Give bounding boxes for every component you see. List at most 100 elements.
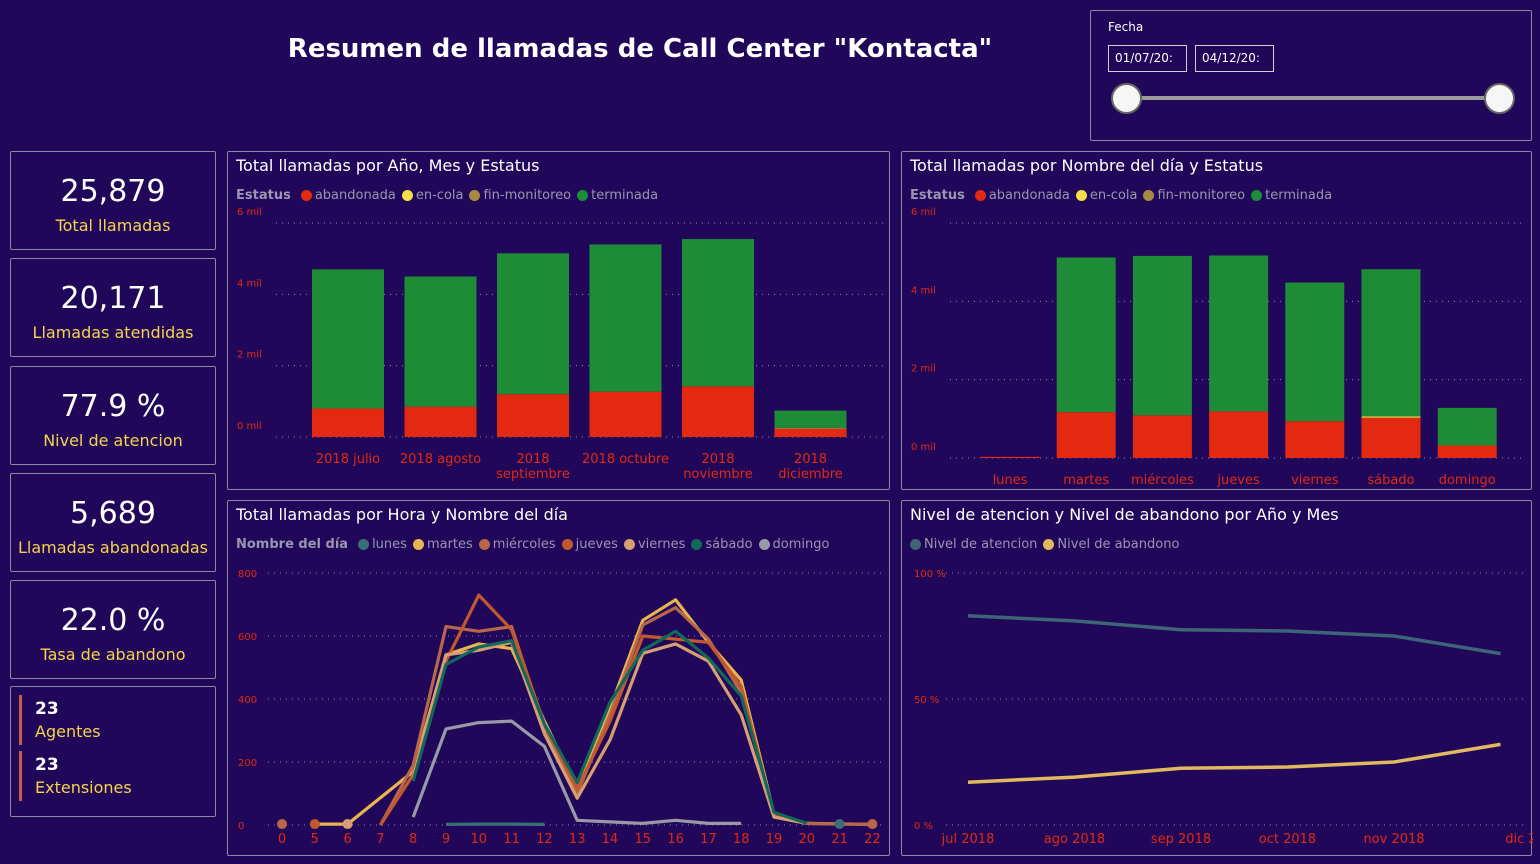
x-tick-label: lunes <box>993 473 1028 488</box>
kpi-answered-calls: 20,171 Llamadas atendidas <box>10 258 216 357</box>
x-tick-label: 2018 <box>516 452 549 467</box>
legend-label: sábado <box>705 537 753 552</box>
legend-item-domingo[interactable]: domingo <box>758 537 830 552</box>
chart-service-levels-plot: 100 % 50 % 0 % jul 2018 ago 2018 sep 2018 oct … <box>914 569 1533 847</box>
chart-month-status-plot: 6 mil 4 mil 2 mil 0 mil 2018 julio 2018 agost… <box>237 207 883 482</box>
x-tick-label: 2018 <box>794 452 827 467</box>
x-tick-label: 7 <box>376 832 384 847</box>
x-tick-label: 14 <box>602 832 619 847</box>
legend-item-abandonada[interactable]: abandonada <box>300 188 396 203</box>
date-slider-start-handle[interactable] <box>1111 83 1142 114</box>
kpi-value: 20,171 <box>60 281 166 316</box>
legend-item-viernes[interactable]: viernes <box>623 537 686 552</box>
bar-segment-abandonada <box>774 428 847 437</box>
series-line-nivel-abandono <box>967 742 1501 784</box>
x-tick-label: 22 <box>864 832 881 847</box>
chart-legend: Estatus abandonada en-cola fin-monitoreo… <box>236 188 664 203</box>
legend-item-jueves[interactable]: jueves <box>561 537 618 552</box>
x-tick-label: ago 2018 <box>1044 832 1105 847</box>
bar-segment-terminada <box>682 239 754 387</box>
legend-label: en-cola <box>415 188 464 203</box>
y-tick-label: 0 mil <box>237 421 262 432</box>
legend-item-fin-monitoreo[interactable]: fin-monitoreo <box>1143 188 1245 203</box>
x-tick-label: 2018 julio <box>316 452 380 467</box>
bar-segment-terminada <box>1285 282 1345 422</box>
legend-item-fin-monitoreo[interactable]: fin-monitoreo <box>469 188 571 203</box>
bar-segment-abandonada <box>589 391 662 437</box>
series-line-viernes <box>411 640 808 825</box>
x-tick-label: martes <box>1063 473 1109 488</box>
legend-label: lunes <box>372 537 407 552</box>
date-filter-label: Fecha <box>1108 20 1144 34</box>
x-tick-label: 11 <box>503 832 520 847</box>
y-tick-label: 2 mil <box>237 350 262 361</box>
series-line-miércoles <box>378 605 873 826</box>
y-tick-label: 2 mil <box>911 364 936 375</box>
kpi-value: 77.9 % <box>60 389 166 424</box>
date-slider-end-handle[interactable] <box>1484 83 1515 114</box>
series-point-viernes <box>342 819 353 830</box>
legend-label: fin-monitoreo <box>1157 188 1246 203</box>
kpi-value: 5,689 <box>70 496 156 531</box>
agents-value: 23 <box>35 699 59 719</box>
legend-item-abandonada[interactable]: abandonada <box>974 188 1070 203</box>
kpi-value: 22.0 % <box>60 603 166 638</box>
legend-label: viernes <box>637 537 686 552</box>
legend-item-en-cola[interactable]: en-cola <box>1075 188 1137 203</box>
legend-title: Estatus <box>910 188 965 203</box>
extensions-accent-bar <box>19 751 22 801</box>
agents-label: Agentes <box>35 722 101 741</box>
legend-item-nivel-atencion[interactable]: Nivel de atencion <box>910 537 1037 552</box>
legend-item-miercoles[interactable]: miércoles <box>478 537 556 552</box>
legend-label: martes <box>426 537 473 552</box>
bar-segment-terminada <box>1361 269 1421 417</box>
y-tick-label: 600 <box>238 632 257 643</box>
end-date-input[interactable]: 04/12/20: <box>1195 45 1274 72</box>
x-tick-label: 17 <box>700 832 717 847</box>
legend-item-lunes[interactable]: lunes <box>358 537 407 552</box>
legend-item-nivel-abandono[interactable]: Nivel de abandono <box>1043 537 1179 552</box>
start-date-input[interactable]: 01/07/20: <box>1108 45 1187 72</box>
kpi-service-level: 77.9 % Nivel de atencion <box>10 366 216 465</box>
series-line-sábado <box>411 629 808 825</box>
legend-item-martes[interactable]: martes <box>412 537 473 552</box>
x-tick-label: oct 2018 <box>1259 832 1316 847</box>
legend-label: abandonada <box>314 188 396 203</box>
chart-day-status: 6 mil 4 mil 2 mil 0 mil lunes martes miércoles… <box>901 151 1532 490</box>
legend-item-terminada[interactable]: terminada <box>577 188 658 203</box>
legend-label: fin-monitoreo <box>483 188 572 203</box>
x-tick-label: 12 <box>536 832 553 847</box>
y-tick-label: 800 <box>238 569 257 580</box>
legend-label: terminada <box>591 188 659 203</box>
date-slider-track[interactable] <box>1127 96 1501 100</box>
kpi-total-calls: 25,879 Total llamadas <box>10 151 216 250</box>
x-tick-label: 21 <box>831 832 848 847</box>
y-tick-label: 50 % <box>914 695 939 706</box>
x-tick-label: 20 <box>799 832 816 847</box>
series-point-jueves <box>309 819 320 830</box>
y-tick-label: 6 mil <box>911 207 936 218</box>
bar-segment-abandonada <box>1361 417 1421 458</box>
x-tick-label: nov 2018 <box>1363 832 1424 847</box>
bar-segment-terminada <box>312 269 384 409</box>
kpi-caption: Nivel de atencion <box>43 431 183 450</box>
kpi-value: 25,879 <box>60 174 166 209</box>
bar-segment-abandonada <box>404 406 477 437</box>
legend-item-sabado[interactable]: sábado <box>691 537 753 552</box>
x-tick-label: septiembre <box>496 467 570 482</box>
bar-segment-abandonada <box>1209 411 1269 458</box>
legend-item-terminada[interactable]: terminada <box>1251 188 1332 203</box>
bar-segment-terminada <box>497 253 569 395</box>
legend-item-en-cola[interactable]: en-cola <box>401 188 464 203</box>
chart-legend: Nivel de atencion Nivel de abandono <box>910 537 1185 552</box>
bar-segment-terminada <box>774 410 847 428</box>
y-tick-label: 400 <box>238 695 257 706</box>
legend-label: jueves <box>575 537 618 552</box>
chart-title: Total llamadas por Hora y Nombre del día <box>236 505 568 524</box>
series-line-domingo <box>411 719 742 825</box>
x-tick-label: dic 2018 <box>1505 832 1533 847</box>
extensions-value: 23 <box>35 755 59 775</box>
chart-service-levels: 100 % 50 % 0 % jul 2018 ago 2018 sep 2018 oct … <box>901 500 1533 856</box>
legend-label: domingo <box>772 537 830 552</box>
chart-legend: Nombre del día lunes martes miércoles ju… <box>236 537 835 552</box>
